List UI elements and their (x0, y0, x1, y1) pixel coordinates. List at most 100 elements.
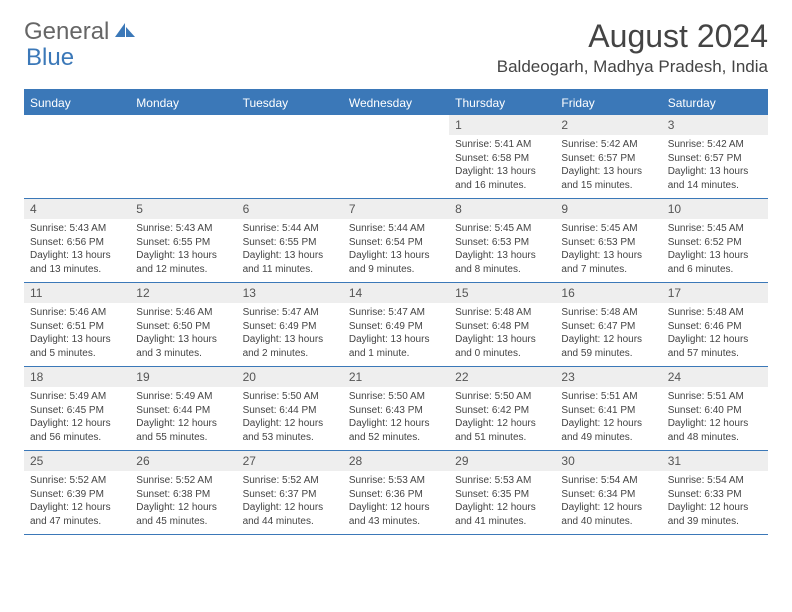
day-number: 19 (130, 367, 236, 387)
day-cell: 22Sunrise: 5:50 AMSunset: 6:42 PMDayligh… (449, 367, 555, 450)
day-cell: 28Sunrise: 5:53 AMSunset: 6:36 PMDayligh… (343, 451, 449, 534)
day-cell: 1Sunrise: 5:41 AMSunset: 6:58 PMDaylight… (449, 115, 555, 198)
day-details: Sunrise: 5:52 AMSunset: 6:37 PMDaylight:… (237, 471, 343, 534)
day-header: Thursday (449, 91, 555, 115)
day-details: Sunrise: 5:50 AMSunset: 6:43 PMDaylight:… (343, 387, 449, 450)
day-cell: 14Sunrise: 5:47 AMSunset: 6:49 PMDayligh… (343, 283, 449, 366)
day-details: Sunrise: 5:43 AMSunset: 6:56 PMDaylight:… (24, 219, 130, 282)
logo: General (24, 18, 139, 46)
day-number: 17 (662, 283, 768, 303)
day-cell: 15Sunrise: 5:48 AMSunset: 6:48 PMDayligh… (449, 283, 555, 366)
day-number: 2 (555, 115, 661, 135)
day-header: Friday (555, 91, 661, 115)
day-cell: 25Sunrise: 5:52 AMSunset: 6:39 PMDayligh… (24, 451, 130, 534)
day-number: 6 (237, 199, 343, 219)
logo-text-blue-wrap: Blue (26, 44, 74, 72)
day-details: Sunrise: 5:53 AMSunset: 6:36 PMDaylight:… (343, 471, 449, 534)
day-cell (343, 115, 449, 198)
day-cell: 6Sunrise: 5:44 AMSunset: 6:55 PMDaylight… (237, 199, 343, 282)
day-number: 9 (555, 199, 661, 219)
day-details: Sunrise: 5:45 AMSunset: 6:53 PMDaylight:… (449, 219, 555, 282)
day-details: Sunrise: 5:45 AMSunset: 6:52 PMDaylight:… (662, 219, 768, 282)
week-row: 4Sunrise: 5:43 AMSunset: 6:56 PMDaylight… (24, 199, 768, 283)
day-cell (24, 115, 130, 198)
day-cell: 11Sunrise: 5:46 AMSunset: 6:51 PMDayligh… (24, 283, 130, 366)
day-cell: 7Sunrise: 5:44 AMSunset: 6:54 PMDaylight… (343, 199, 449, 282)
day-number: 4 (24, 199, 130, 219)
title-block: August 2024 Baldeogarh, Madhya Pradesh, … (497, 18, 768, 77)
day-cell: 19Sunrise: 5:49 AMSunset: 6:44 PMDayligh… (130, 367, 236, 450)
day-cell: 9Sunrise: 5:45 AMSunset: 6:53 PMDaylight… (555, 199, 661, 282)
day-details: Sunrise: 5:48 AMSunset: 6:46 PMDaylight:… (662, 303, 768, 366)
day-cell: 30Sunrise: 5:54 AMSunset: 6:34 PMDayligh… (555, 451, 661, 534)
calendar-body: 1Sunrise: 5:41 AMSunset: 6:58 PMDaylight… (24, 115, 768, 535)
day-number: 10 (662, 199, 768, 219)
day-cell: 18Sunrise: 5:49 AMSunset: 6:45 PMDayligh… (24, 367, 130, 450)
day-details: Sunrise: 5:47 AMSunset: 6:49 PMDaylight:… (343, 303, 449, 366)
day-cell (130, 115, 236, 198)
day-cell: 27Sunrise: 5:52 AMSunset: 6:37 PMDayligh… (237, 451, 343, 534)
logo-sail-icon (115, 21, 137, 44)
day-details: Sunrise: 5:50 AMSunset: 6:44 PMDaylight:… (237, 387, 343, 450)
day-details: Sunrise: 5:42 AMSunset: 6:57 PMDaylight:… (662, 135, 768, 198)
day-cell: 21Sunrise: 5:50 AMSunset: 6:43 PMDayligh… (343, 367, 449, 450)
day-details: Sunrise: 5:46 AMSunset: 6:50 PMDaylight:… (130, 303, 236, 366)
day-number: 8 (449, 199, 555, 219)
day-number: 20 (237, 367, 343, 387)
logo-text-blue: Blue (26, 44, 74, 71)
day-details: Sunrise: 5:49 AMSunset: 6:44 PMDaylight:… (130, 387, 236, 450)
day-cell: 20Sunrise: 5:50 AMSunset: 6:44 PMDayligh… (237, 367, 343, 450)
day-cell: 26Sunrise: 5:52 AMSunset: 6:38 PMDayligh… (130, 451, 236, 534)
day-details: Sunrise: 5:51 AMSunset: 6:41 PMDaylight:… (555, 387, 661, 450)
day-number: 29 (449, 451, 555, 471)
page-title: August 2024 (497, 18, 768, 55)
day-details: Sunrise: 5:54 AMSunset: 6:34 PMDaylight:… (555, 471, 661, 534)
day-cell: 17Sunrise: 5:48 AMSunset: 6:46 PMDayligh… (662, 283, 768, 366)
day-number: 18 (24, 367, 130, 387)
day-number: 1 (449, 115, 555, 135)
day-number: 12 (130, 283, 236, 303)
day-cell: 12Sunrise: 5:46 AMSunset: 6:50 PMDayligh… (130, 283, 236, 366)
day-header: Saturday (662, 91, 768, 115)
day-number: 16 (555, 283, 661, 303)
day-cell: 13Sunrise: 5:47 AMSunset: 6:49 PMDayligh… (237, 283, 343, 366)
day-number: 23 (555, 367, 661, 387)
day-details: Sunrise: 5:41 AMSunset: 6:58 PMDaylight:… (449, 135, 555, 198)
week-row: 1Sunrise: 5:41 AMSunset: 6:58 PMDaylight… (24, 115, 768, 199)
day-details: Sunrise: 5:54 AMSunset: 6:33 PMDaylight:… (662, 471, 768, 534)
day-cell: 4Sunrise: 5:43 AMSunset: 6:56 PMDaylight… (24, 199, 130, 282)
day-cell: 23Sunrise: 5:51 AMSunset: 6:41 PMDayligh… (555, 367, 661, 450)
day-number: 5 (130, 199, 236, 219)
day-number: 22 (449, 367, 555, 387)
day-number: 26 (130, 451, 236, 471)
day-number: 3 (662, 115, 768, 135)
day-number: 28 (343, 451, 449, 471)
day-details: Sunrise: 5:47 AMSunset: 6:49 PMDaylight:… (237, 303, 343, 366)
week-row: 25Sunrise: 5:52 AMSunset: 6:39 PMDayligh… (24, 451, 768, 535)
day-number: 21 (343, 367, 449, 387)
day-cell: 31Sunrise: 5:54 AMSunset: 6:33 PMDayligh… (662, 451, 768, 534)
day-details: Sunrise: 5:48 AMSunset: 6:48 PMDaylight:… (449, 303, 555, 366)
day-number: 31 (662, 451, 768, 471)
day-cell: 29Sunrise: 5:53 AMSunset: 6:35 PMDayligh… (449, 451, 555, 534)
day-number: 27 (237, 451, 343, 471)
day-number: 25 (24, 451, 130, 471)
day-details: Sunrise: 5:43 AMSunset: 6:55 PMDaylight:… (130, 219, 236, 282)
day-details: Sunrise: 5:44 AMSunset: 6:55 PMDaylight:… (237, 219, 343, 282)
day-number: 13 (237, 283, 343, 303)
day-header: Tuesday (237, 91, 343, 115)
day-details: Sunrise: 5:44 AMSunset: 6:54 PMDaylight:… (343, 219, 449, 282)
day-cell: 2Sunrise: 5:42 AMSunset: 6:57 PMDaylight… (555, 115, 661, 198)
day-cell: 24Sunrise: 5:51 AMSunset: 6:40 PMDayligh… (662, 367, 768, 450)
day-details: Sunrise: 5:52 AMSunset: 6:39 PMDaylight:… (24, 471, 130, 534)
day-header: Wednesday (343, 91, 449, 115)
day-details: Sunrise: 5:50 AMSunset: 6:42 PMDaylight:… (449, 387, 555, 450)
week-row: 11Sunrise: 5:46 AMSunset: 6:51 PMDayligh… (24, 283, 768, 367)
logo-text-general: General (24, 18, 109, 46)
day-number: 30 (555, 451, 661, 471)
day-number: 11 (24, 283, 130, 303)
day-details: Sunrise: 5:51 AMSunset: 6:40 PMDaylight:… (662, 387, 768, 450)
day-number: 24 (662, 367, 768, 387)
day-header: Monday (130, 91, 236, 115)
day-details: Sunrise: 5:46 AMSunset: 6:51 PMDaylight:… (24, 303, 130, 366)
